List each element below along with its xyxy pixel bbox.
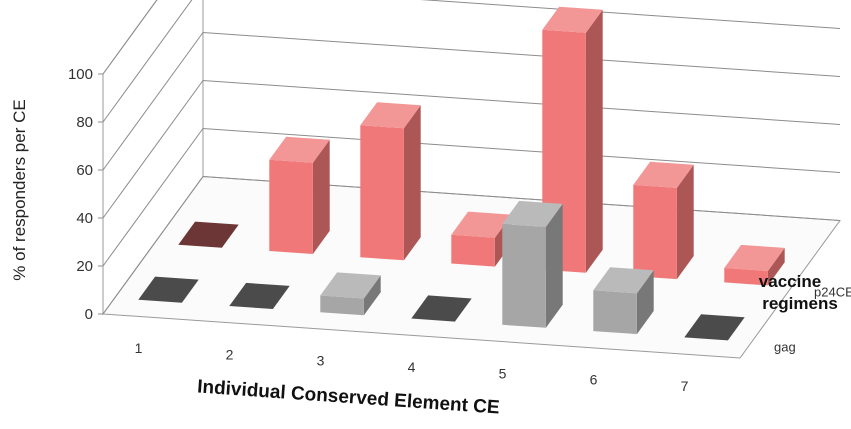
bar-p24CE-7 <box>724 244 785 286</box>
bar-side <box>585 9 603 273</box>
gridline <box>102 175 841 315</box>
x-axis-title: Individual Conserved Element CE <box>197 376 501 418</box>
y-tick-label: 20 <box>76 258 93 275</box>
bar-front <box>724 268 768 286</box>
bar-side <box>545 203 563 328</box>
bar-gag-1 <box>138 276 199 303</box>
bar-p24CE-1 <box>178 221 239 248</box>
bar-side <box>676 164 694 280</box>
bar-front <box>269 159 313 254</box>
bar-gag-3 <box>320 272 381 316</box>
y-tick-label: 80 <box>76 114 93 131</box>
x-tick-label: 1 <box>135 340 143 356</box>
bar-top <box>451 211 512 238</box>
bar-front <box>593 290 637 335</box>
x-tick-label: 2 <box>226 346 234 362</box>
bar-top <box>360 102 421 129</box>
gridlines <box>98 0 841 315</box>
bar-top <box>724 244 785 271</box>
y-tick-label: 40 <box>76 210 93 227</box>
x-tick-label: 3 <box>317 353 325 369</box>
gridline <box>102 127 841 267</box>
bar-top <box>684 314 745 341</box>
bar-side <box>312 139 330 254</box>
bar-gag-2 <box>229 282 290 309</box>
bar-top <box>411 295 472 322</box>
bar-gag-6 <box>593 267 654 335</box>
z-axis-title-line-2: regimens <box>762 294 838 313</box>
y-axis-title: % of responders per CE <box>10 99 29 280</box>
bar-front <box>502 224 546 328</box>
gridline <box>102 31 841 171</box>
y-tick-label: 60 <box>76 162 93 179</box>
bar-top <box>138 276 199 303</box>
z-axis-title-line-1: vaccine <box>759 272 821 291</box>
bar-top <box>502 200 563 227</box>
bar-top <box>178 221 239 248</box>
chart-walls <box>102 0 841 359</box>
bar-p24CE-3 <box>360 102 421 261</box>
bar-front <box>451 234 495 267</box>
series-label: p24CE <box>814 285 851 300</box>
bars <box>138 6 785 341</box>
bar-side <box>363 275 381 316</box>
gridline <box>102 79 841 219</box>
bar-p24CE-5 <box>542 6 603 273</box>
x-tick-label: 4 <box>408 359 416 375</box>
series-label: gag <box>774 340 796 355</box>
bar-p24CE-2 <box>269 136 330 254</box>
bar-top <box>593 267 654 294</box>
bar-side <box>403 105 421 261</box>
bar-front <box>633 184 677 280</box>
bar-gag-5 <box>502 200 563 328</box>
x-tick-label: 5 <box>499 365 507 381</box>
y-tick-label: 100 <box>68 66 93 83</box>
bar-side <box>767 247 785 286</box>
bar-top <box>229 282 290 309</box>
bar-front <box>360 125 404 261</box>
x-tick-label: 6 <box>590 372 598 388</box>
gridline <box>102 0 841 123</box>
bar-top <box>542 6 603 33</box>
bar-gag-4 <box>411 295 472 322</box>
bar-top <box>320 272 381 299</box>
gridline <box>102 0 158 75</box>
bar-top <box>269 136 330 163</box>
bar-front <box>320 295 364 316</box>
bar-side <box>636 270 654 335</box>
bar-top <box>633 161 694 188</box>
x-tick-label: 7 <box>681 378 689 394</box>
bar-p24CE-6 <box>633 161 694 280</box>
y-tick-label: 0 <box>85 306 93 323</box>
bar-gag-7 <box>684 314 745 341</box>
axis-labels: 0 20 40 60 80 100 1 2 3 4 5 6 7 gag p24CE <box>68 66 851 394</box>
